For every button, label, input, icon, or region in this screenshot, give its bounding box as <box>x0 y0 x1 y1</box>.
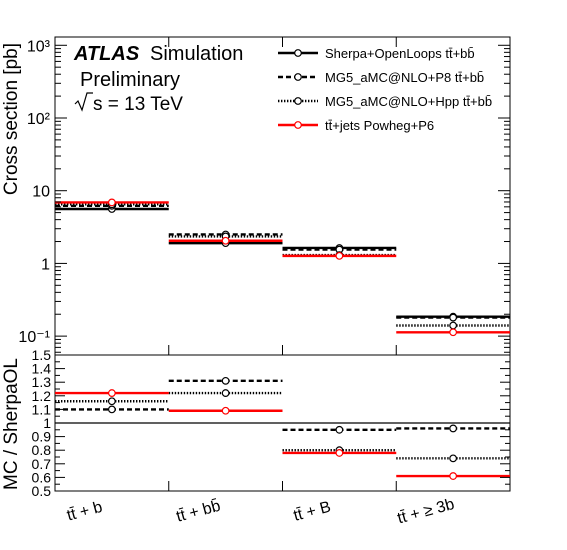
main-y-tick-label: 1 <box>41 256 50 273</box>
main-y-tick-label: 10² <box>27 111 51 128</box>
ratio-plot-panel <box>54 354 511 492</box>
ratio-y-tick-label: 1.5 <box>32 347 52 363</box>
main-y-axis-title: Cross section [pb] <box>1 43 22 195</box>
main-marker <box>449 313 458 322</box>
main-marker <box>221 236 230 245</box>
main-series <box>55 201 510 322</box>
ratio-y-tick-label: 1.1 <box>32 401 52 417</box>
ratio-y-tick-label: 0.8 <box>32 442 52 458</box>
legend-entry-label: Sherpa+OpenLoops tt̄+bb̄ <box>325 46 475 61</box>
atlas-label: ATLAS <box>73 43 140 65</box>
ratio-marker <box>107 397 116 406</box>
ratio-marker <box>449 454 458 463</box>
main-series-group <box>55 198 510 337</box>
ratio-marker <box>449 424 458 433</box>
ratio-y-tick-label: 0.7 <box>32 456 52 472</box>
main-series <box>55 205 510 321</box>
ratio-y-tick-label: 0.5 <box>32 483 52 499</box>
main-y-tick-label: 10³ <box>27 38 51 55</box>
ratio-marker <box>335 449 344 457</box>
main-marker <box>449 321 458 330</box>
ratio-y-tick-label: 1.4 <box>32 361 52 377</box>
ratio-marker <box>221 389 230 397</box>
legend-marker-sample <box>294 73 302 81</box>
simulation-label: Simulation <box>150 43 243 65</box>
legend-entry-label: MG5_aMC@NLO+Hpp tt̄+bb̄ <box>325 94 492 109</box>
preliminary-label: Preliminary <box>80 69 180 91</box>
main-series <box>55 200 510 330</box>
x-category-label: tt̄ + b <box>65 499 104 525</box>
legend: Sherpa+OpenLoops tt̄+bb̄ MG5_aMC@NLO+P8 t… <box>278 46 492 133</box>
x-category-label: tt̄ + ≥ 3b <box>396 496 457 527</box>
ratio-y-tick-label: 1 <box>43 415 51 431</box>
ratio-y-tick-label: 0.9 <box>32 429 52 445</box>
ratio-marker <box>335 425 344 434</box>
legend-marker-sample <box>294 49 302 57</box>
ratio-series <box>55 389 510 480</box>
ratio-y-tick-label: 1.3 <box>32 374 52 390</box>
legend-marker-sample <box>294 97 302 105</box>
legend-entry-label: MG5_aMC@NLO+P8 tt̄+bb̄ <box>325 70 484 85</box>
ratio-series-group <box>55 376 510 480</box>
ratio-y-axis-title: MC / SherpaOL <box>1 358 22 490</box>
ratio-marker <box>221 406 230 415</box>
ratio-marker <box>107 389 116 397</box>
legend-entry-label: tt̄+jets Powheg+P6 <box>325 118 434 133</box>
ratio-marker <box>107 405 116 414</box>
sqrt-symbol <box>74 92 93 112</box>
ratio-series <box>55 389 510 463</box>
x-category-label: tt̄ + bb̄ <box>174 497 222 525</box>
ratio-y-tick-label: 1.2 <box>32 388 52 404</box>
ratio-marker <box>221 376 230 385</box>
main-marker <box>107 198 116 207</box>
legend-marker-sample <box>294 121 302 129</box>
main-marker <box>449 328 458 337</box>
main-y-tick-label: 10 <box>32 184 50 201</box>
ratio-y-tick-label: 0.6 <box>32 469 52 485</box>
main-y-axis: 10⁻¹ 1 10 10² 10³ <box>18 38 510 353</box>
ratio-marker <box>449 472 458 480</box>
main-series <box>55 198 510 337</box>
ratio-series <box>55 376 510 434</box>
ratio-y-axis: 0.50.60.70.80.911.11.21.31.41.5 <box>32 347 510 499</box>
main-marker <box>335 251 344 260</box>
energy-label: s = 13 TeV <box>93 94 183 115</box>
x-category-label: tt̄ + B <box>292 499 333 525</box>
main-y-tick-label: 10⁻¹ <box>18 329 50 346</box>
